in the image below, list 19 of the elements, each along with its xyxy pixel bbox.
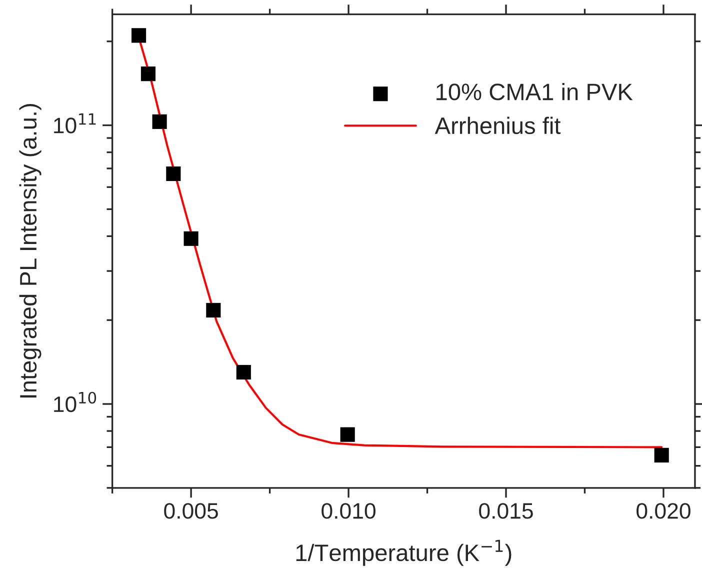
legend-label: Arrhenius fit	[434, 116, 561, 134]
point	[166, 166, 181, 182]
point	[206, 302, 221, 318]
x-tick-label: 0.020	[636, 503, 690, 519]
y-tick-label: 10$^{10}$	[54, 392, 96, 412]
x-tick-label: 0.015	[479, 503, 533, 519]
point	[654, 448, 669, 462]
point	[236, 364, 251, 380]
point	[184, 231, 198, 246]
x-axis-title: 1/Temperature (K$^{−1}$)	[296, 540, 512, 566]
x-tick-label: 0.005	[164, 503, 218, 519]
point	[131, 28, 146, 43]
legend-label: 10% CMA1 in PVK	[436, 82, 633, 100]
x-tick-label: 0.010	[322, 503, 376, 519]
point	[340, 427, 355, 442]
y-axis-title: Integrated PL Intensity (a.u.)	[19, 104, 42, 398]
y-tick-label: 10$^{11}$	[54, 113, 96, 134]
point	[152, 114, 167, 129]
point	[140, 66, 156, 82]
